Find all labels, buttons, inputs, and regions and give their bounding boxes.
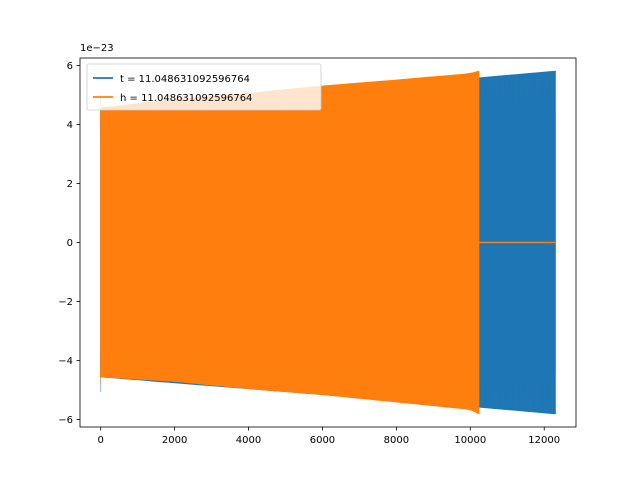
plot-area (100, 70, 556, 415)
x-tick-label: 12000 (528, 435, 560, 446)
x-tick-label: 4000 (236, 435, 261, 446)
x-tick-label: 2000 (162, 435, 187, 446)
series-2-oscillation (100, 72, 480, 412)
y-tick-label: −2 (58, 297, 73, 308)
series-2 (100, 70, 556, 415)
y-tick-label: −6 (58, 415, 73, 426)
y-tick-label: 2 (67, 179, 73, 190)
x-tick-label: 0 (98, 435, 104, 446)
y-tick-label: 6 (67, 61, 73, 72)
y-tick-label: 0 (67, 238, 73, 249)
legend-label: h = 11.048631092596764 (120, 93, 252, 104)
y-tick-label: 4 (67, 120, 73, 131)
axes: 0 2000 4000 6000 8000 10000 12000 −6 −4 −2 0 2 4 6 (58, 57, 577, 446)
x-tick-label: 10000 (454, 435, 486, 446)
y-offset-label: 1e−23 (80, 43, 114, 54)
x-tick-label: 8000 (384, 435, 409, 446)
legend: t = 11.048631092596764 h = 11.04863109259… (86, 63, 322, 111)
x-tick-label: 6000 (310, 435, 335, 446)
legend-box (86, 63, 322, 111)
legend-label: t = 11.048631092596764 (120, 74, 250, 85)
y-tick-label: −4 (58, 356, 73, 367)
